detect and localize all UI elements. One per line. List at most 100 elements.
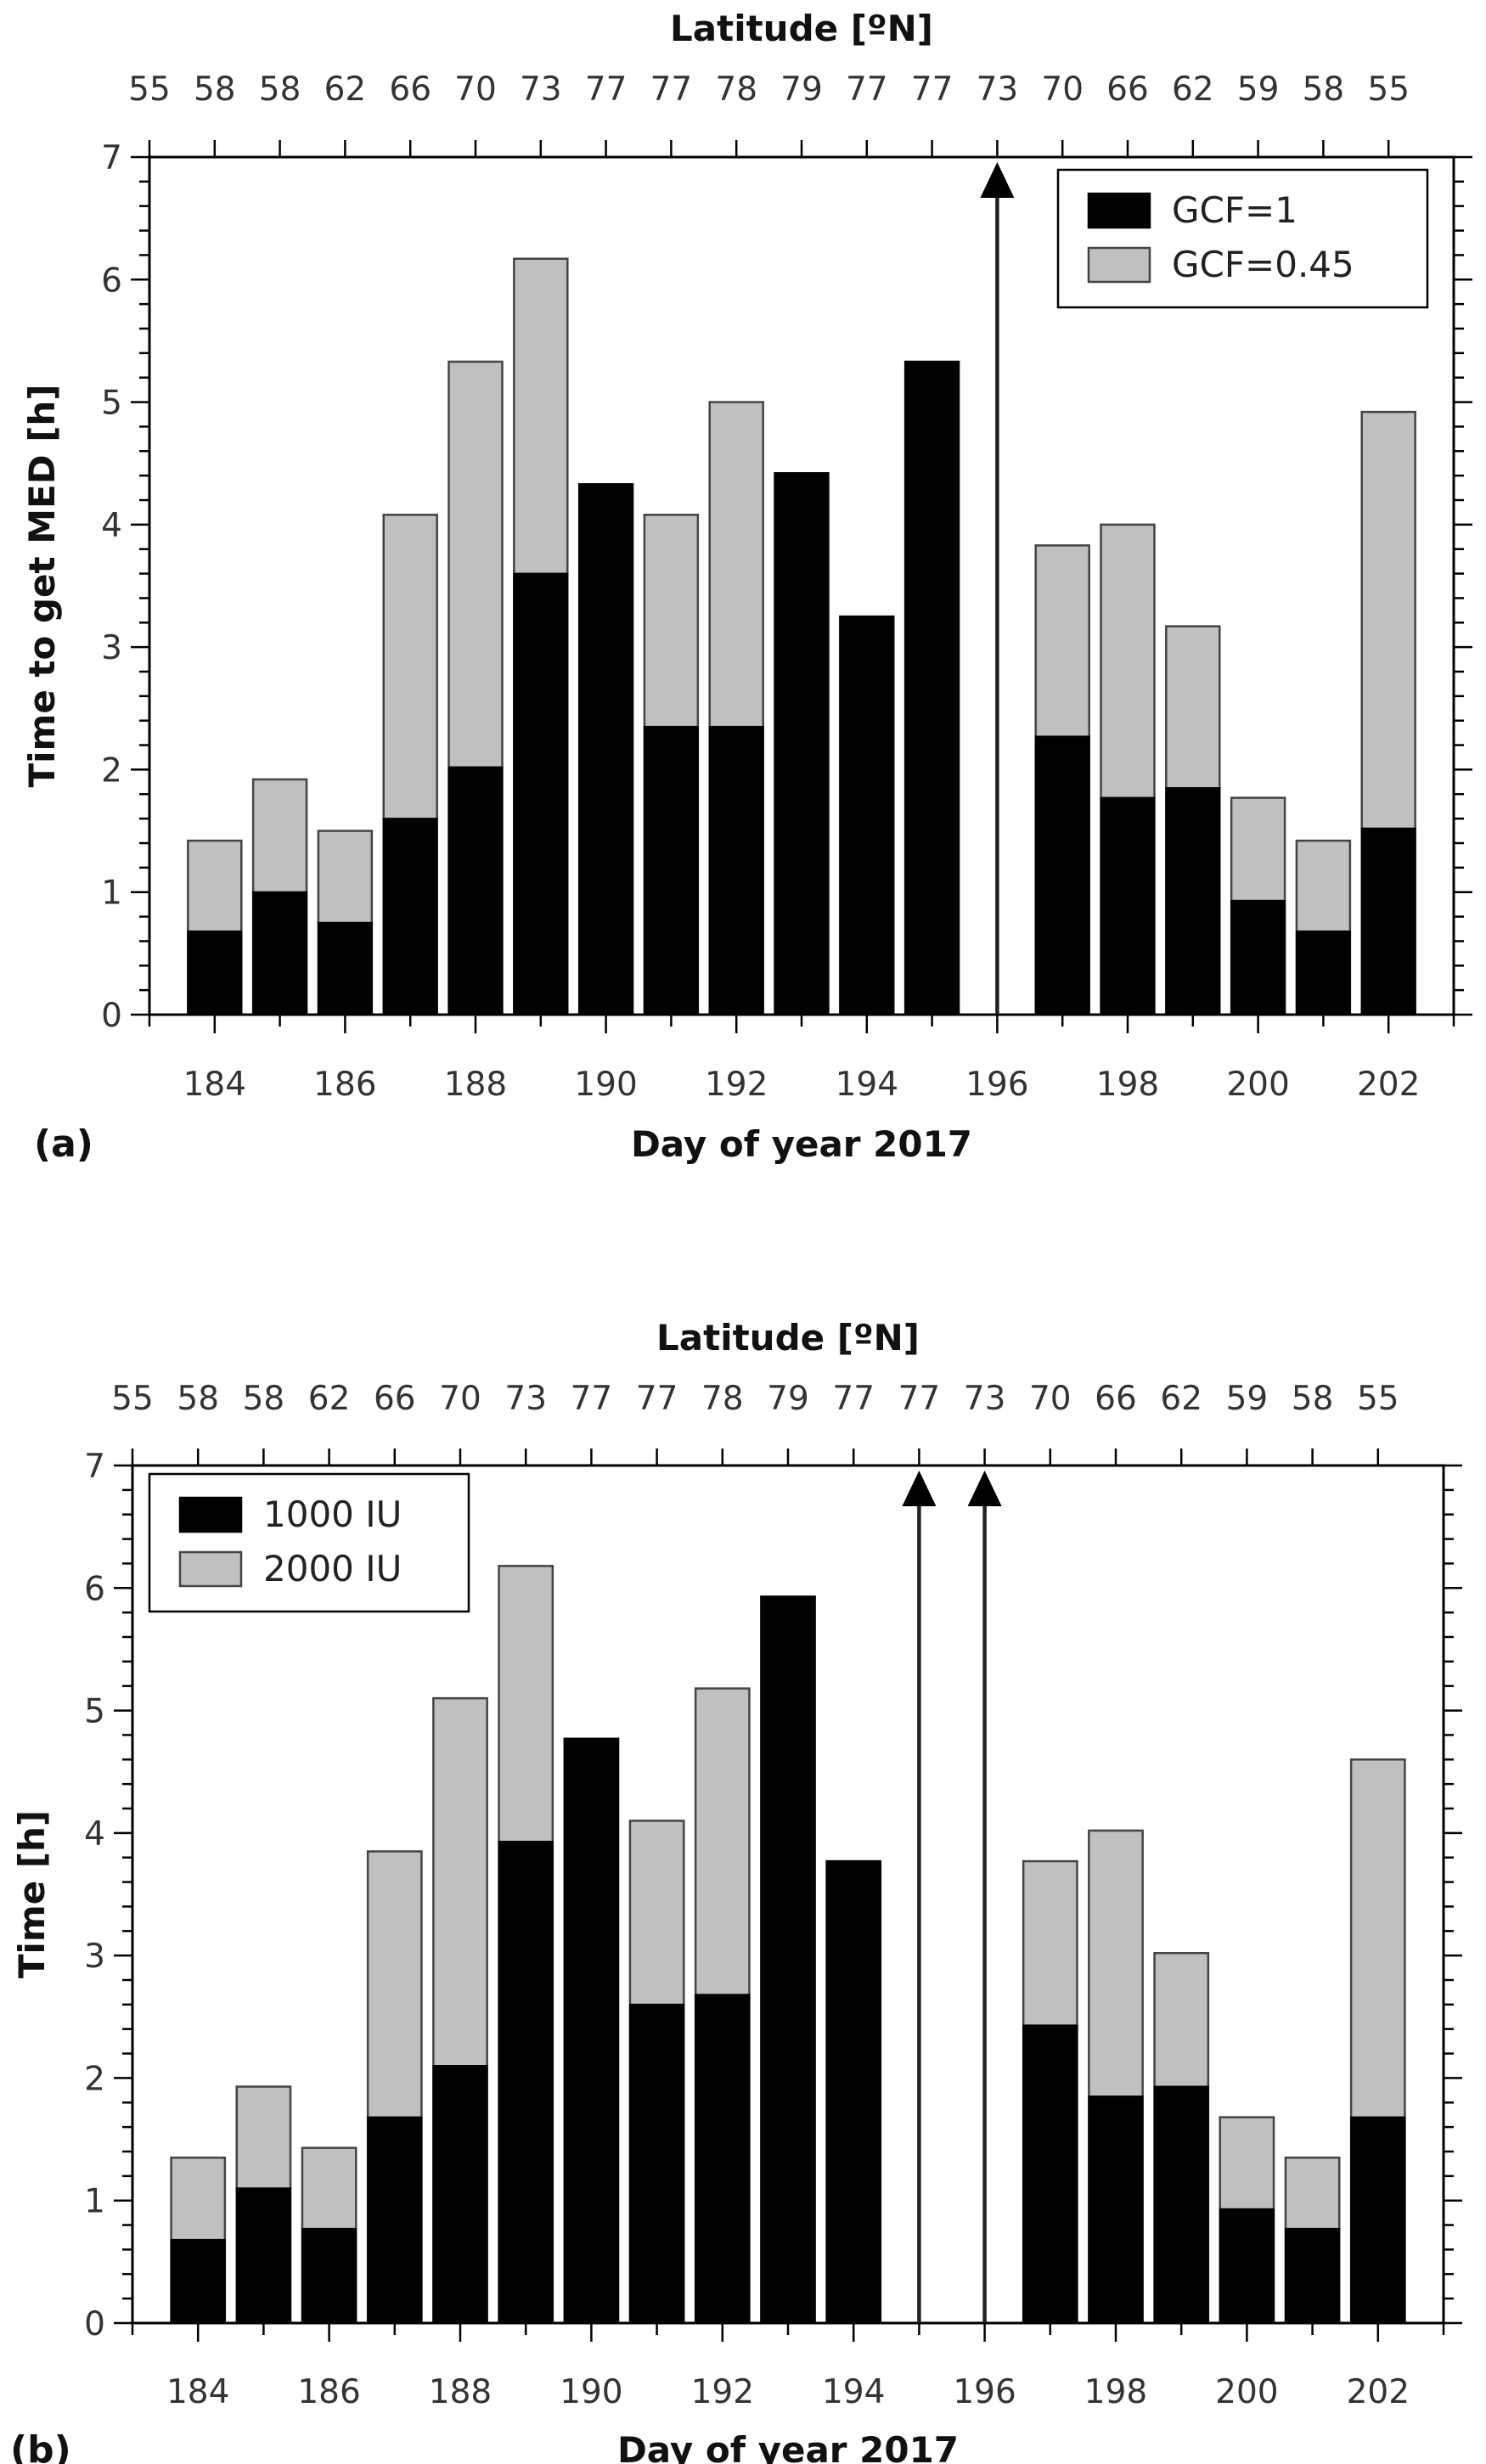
top-tick-label: 73: [977, 70, 1019, 109]
x-tick-label: 184: [166, 2373, 229, 2411]
bar-gcf-1-day-193: [774, 472, 830, 1015]
bar-gcf-1-day-202: [1360, 827, 1416, 1016]
x-tick-label: 198: [1084, 2373, 1147, 2411]
top-tick-label: 77: [585, 70, 628, 109]
y-tick-label: 5: [84, 1693, 105, 1731]
x-axis-title: Day of year 2017: [631, 1123, 972, 1165]
top-tick-label: 77: [571, 1380, 613, 1418]
top-tick-label: 73: [964, 1380, 1006, 1418]
bar-1000-iu-day-194: [825, 1860, 881, 2325]
panel-label: (b): [10, 2428, 71, 2464]
legend-swatch: [178, 1496, 243, 1533]
bar-gcf-1-day-184: [187, 930, 243, 1016]
bar-1000-iu-day-189: [498, 1840, 554, 2324]
legend-label: GCF=0.45: [1172, 244, 1354, 285]
y-tick-label: 1: [101, 875, 122, 913]
x-axis-title: Day of year 2017: [617, 2429, 959, 2464]
bar-gcf-1-day-186: [317, 921, 373, 1016]
top-tick-label: 58: [177, 1380, 219, 1418]
y-tick-label: 7: [84, 1448, 105, 1486]
top-tick-label: 55: [1357, 1380, 1399, 1418]
top-tick-label: 58: [1292, 1380, 1334, 1418]
panel-b: 0 1 2 3 4 5 6 7 184 186 188 190 192 194 196 198 200 202 55…: [10, 1317, 1462, 2464]
bar-1000-iu-day-188: [432, 2065, 488, 2324]
bar-1000-iu-day-201: [1284, 2227, 1341, 2324]
bar-1000-iu-day-198: [1088, 2096, 1144, 2325]
x-tick-label: 202: [1347, 2373, 1410, 2411]
x-tick-label: 196: [965, 1066, 1028, 1104]
legend-swatch: [1087, 192, 1151, 229]
bar-1000-iu-day-184: [170, 2238, 226, 2325]
bar-1000-iu-day-191: [628, 2003, 685, 2325]
bar-1000-iu-day-199: [1153, 2085, 1209, 2324]
top-tick-label: 70: [454, 70, 497, 109]
y-tick-label: 3: [84, 1938, 105, 1976]
top-tick-label: 77: [650, 70, 693, 109]
bar-gcf-1-day-198: [1100, 796, 1156, 1015]
y-axis-title: Time [h]: [11, 1810, 53, 1978]
bar-gcf-1-day-195: [904, 360, 960, 1015]
y-axis-title: Time to get MED [h]: [21, 385, 63, 788]
bar-gcf-1-day-190: [578, 483, 634, 1015]
y-tick-label: 3: [101, 629, 122, 667]
bar-1000-iu-day-197: [1022, 2024, 1078, 2325]
bar-gcf-1-day-191: [643, 725, 699, 1016]
arrow-head: [967, 1471, 1002, 1506]
bar-1000-iu-day-200: [1219, 2208, 1275, 2324]
x-tick-label: 184: [183, 1066, 246, 1104]
y-tick-label: 6: [101, 262, 122, 300]
x-tick-label: 188: [444, 1066, 507, 1104]
y-tick-label: 1: [84, 2183, 105, 2221]
bar-1000-iu-day-202: [1350, 2116, 1406, 2325]
top-tick-label: 62: [1172, 70, 1214, 109]
top-tick-label: 77: [636, 1380, 678, 1418]
x-tick-label: 192: [691, 2373, 754, 2411]
top-tick-label: 78: [715, 70, 757, 109]
top-tick-label: 55: [1367, 70, 1410, 109]
x-tick-label: 188: [429, 2373, 492, 2411]
top-axis-title: Latitude [ºN]: [670, 8, 933, 49]
top-tick-label: 58: [259, 70, 301, 109]
y-tick-label: 5: [101, 385, 122, 423]
bar-1000-iu-day-187: [367, 2116, 423, 2325]
x-tick-label: 200: [1226, 1066, 1289, 1104]
top-tick-label: 62: [1160, 1380, 1202, 1418]
y-tick-label: 4: [84, 1815, 105, 1854]
y-tick-label: 2: [84, 2060, 105, 2098]
top-tick-label: 66: [1095, 1380, 1137, 1418]
top-tick-label: 66: [1106, 70, 1149, 109]
bar-1000-iu-day-193: [760, 1595, 816, 2324]
legend-label: 2000 IU: [263, 1548, 402, 1589]
top-tick-label: 59: [1237, 70, 1280, 109]
top-tick-label: 58: [1303, 70, 1345, 109]
top-tick-label: 77: [898, 1380, 941, 1418]
panel-label: (a): [34, 1122, 93, 1166]
x-tick-label: 200: [1215, 2373, 1278, 2411]
x-tick-label: 194: [822, 2373, 885, 2411]
top-tick-label: 70: [1041, 70, 1084, 109]
bar-gcf-1-day-201: [1295, 930, 1351, 1016]
bar-gcf-1-day-200: [1230, 899, 1286, 1016]
x-tick-label: 194: [836, 1066, 898, 1104]
y-tick-label: 6: [84, 1570, 105, 1608]
top-tick-label: 70: [1029, 1380, 1072, 1418]
top-tick-label: 62: [324, 70, 367, 109]
x-tick-label: 202: [1357, 1066, 1420, 1104]
top-tick-label: 66: [374, 1380, 416, 1418]
top-tick-label: 58: [194, 70, 236, 109]
legend-label: GCF=1: [1172, 189, 1297, 231]
x-tick-label: 196: [953, 2373, 1016, 2411]
bar-gcf-1-day-199: [1165, 787, 1221, 1015]
top-tick-label: 79: [780, 70, 823, 109]
bar-gcf-1-day-189: [513, 572, 569, 1015]
legend-swatch: [178, 1550, 243, 1588]
panel-a: 0 1 2 3 4 5 6 7 184 186 188 190 192 194 196 198 200 202 55…: [21, 8, 1472, 1166]
top-tick-label: 66: [389, 70, 431, 109]
x-tick-label: 192: [705, 1066, 768, 1104]
top-tick-label: 73: [504, 1380, 547, 1418]
bar-1000-iu-day-190: [563, 1737, 620, 2325]
bar-gcf-1-day-188: [447, 766, 504, 1015]
y-tick-label: 7: [101, 139, 122, 177]
top-tick-label: 78: [701, 1380, 744, 1418]
